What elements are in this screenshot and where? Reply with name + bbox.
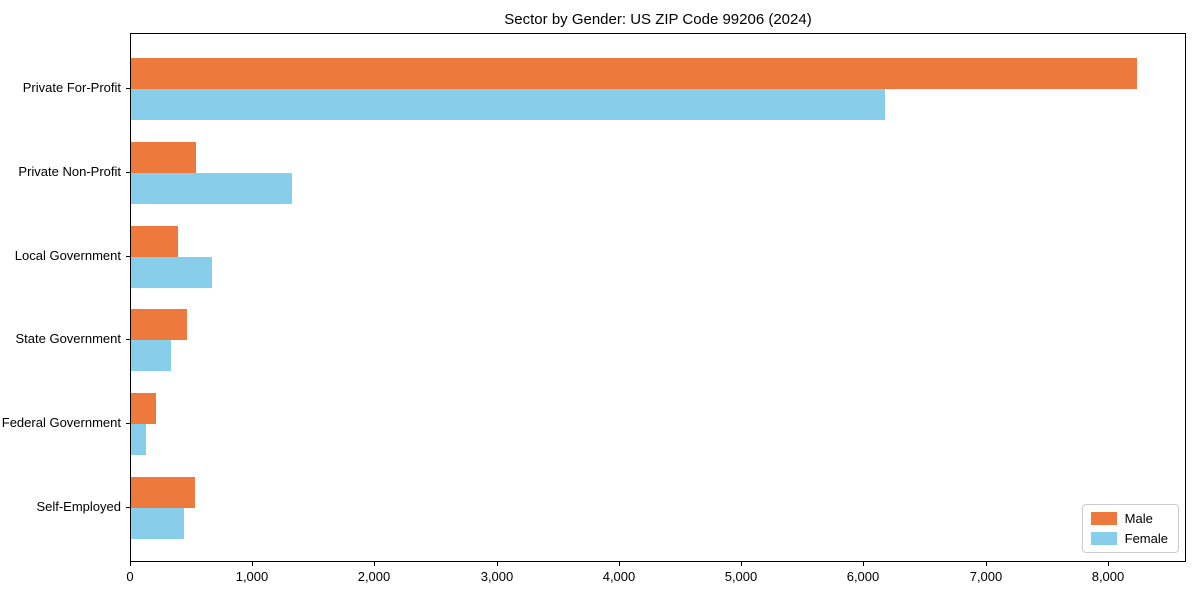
bar-female-state-government	[131, 340, 172, 372]
legend: Male Female	[1081, 504, 1179, 553]
bar-female-self-employed	[131, 508, 185, 540]
bar-male-self-employed	[131, 477, 195, 509]
x-axis-label-4000: 4,000	[602, 569, 636, 584]
legend-label-female: Female	[1124, 531, 1168, 546]
male-color-swatch-icon	[1090, 512, 1117, 525]
y-axis-label-self-employed: Self-Employed	[36, 499, 121, 514]
x-axis-tick	[497, 562, 498, 566]
x-axis-label-0: 0	[126, 569, 134, 584]
x-axis-tick	[374, 562, 375, 566]
legend-entry-male: Male	[1090, 511, 1168, 526]
x-axis-label-3000: 3,000	[480, 569, 514, 584]
y-axis-label-private-for-profit: Private For-Profit	[22, 80, 121, 95]
x-axis-tick	[986, 562, 987, 566]
bar-female-federal-government	[131, 424, 147, 456]
x-axis-label-8000: 8,000	[1091, 569, 1125, 584]
bar-male-private-for-profit	[131, 57, 1137, 89]
x-axis-label-1000: 1,000	[235, 569, 269, 584]
bar-female-private-non-profit	[131, 172, 293, 204]
y-axis-label-local-government: Local Government	[14, 248, 121, 263]
plot-area: Male Female	[130, 33, 1186, 562]
x-axis-tick	[252, 562, 253, 566]
bar-male-state-government	[131, 309, 187, 341]
bar-male-federal-government	[131, 393, 157, 425]
bar-female-private-for-profit	[131, 88, 886, 120]
y-axis-label-state-government: State Government	[15, 331, 122, 346]
x-axis-tick	[863, 562, 864, 566]
x-axis-label-6000: 6,000	[846, 569, 880, 584]
bar-male-private-non-profit	[131, 141, 197, 173]
x-axis-tick	[619, 562, 620, 566]
x-axis-label-7000: 7,000	[969, 569, 1003, 584]
bar-male-local-government	[131, 225, 179, 257]
chart-title: Sector by Gender: US ZIP Code 99206 (202…	[504, 11, 812, 28]
bar-female-local-government	[131, 256, 213, 288]
female-color-swatch-icon	[1090, 532, 1117, 545]
x-axis-tick	[130, 562, 131, 566]
legend-label-male: Male	[1124, 511, 1153, 526]
x-axis-tick	[741, 562, 742, 566]
y-axis-label-private-non-profit: Private Non-Profit	[18, 164, 121, 179]
x-axis-tick	[1108, 562, 1109, 566]
y-axis-label-federal-government: Federal Government	[1, 415, 121, 430]
x-axis-label-2000: 2,000	[357, 569, 391, 584]
x-axis-label-5000: 5,000	[724, 569, 758, 584]
legend-entry-female: Female	[1090, 531, 1168, 546]
